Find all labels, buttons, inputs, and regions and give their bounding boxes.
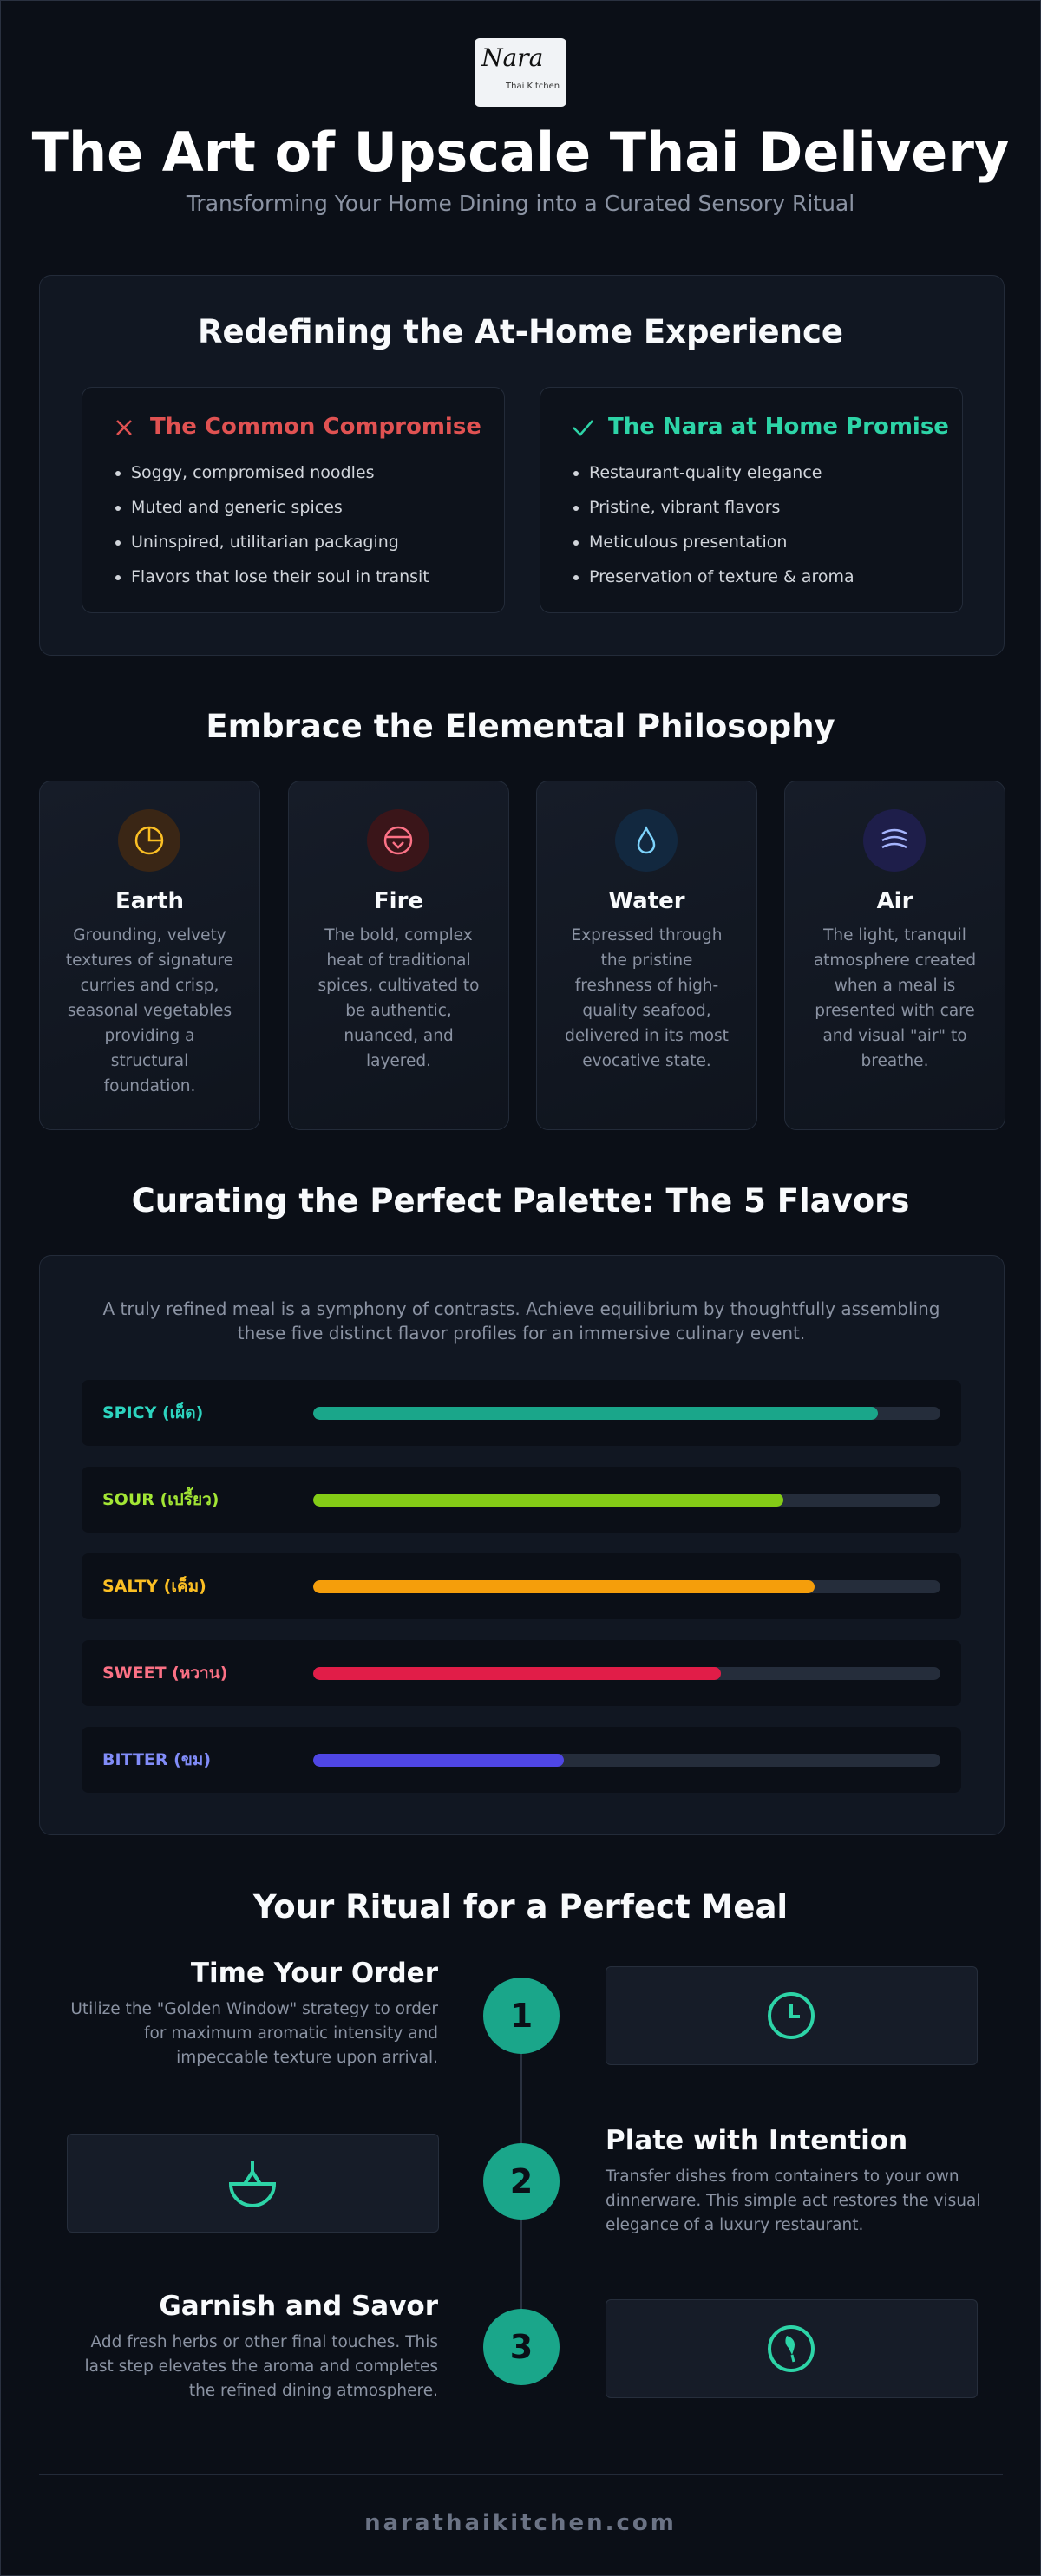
element-name: Fire (373, 888, 424, 914)
step-number: 1 (483, 1978, 560, 2054)
card-title: The Common Compromise (150, 414, 481, 440)
flavor-label: SWEET (หวาน) (102, 1664, 228, 1683)
flavor-bar (313, 1667, 721, 1680)
footer: narathaikitchen.com (364, 2510, 677, 2536)
list: Restaurant-quality elegance Pristine, vi… (561, 455, 854, 594)
section-title: Curating the Perfect Palette: The 5 Flav… (131, 1182, 910, 1219)
logo: Nara Thai Kitchen (475, 38, 566, 107)
flavor-row: SALTY (เค็ม) (82, 1553, 961, 1619)
compromise-card: The Common Compromise Soggy, compromised… (82, 387, 505, 613)
element-name: Earth (115, 888, 185, 914)
element-text: The bold, complex heat of traditional sp… (318, 926, 480, 1070)
flavor-track (313, 1580, 940, 1593)
subtitle: Transforming Your Home Dining into a Cur… (186, 191, 855, 216)
step-title: Time Your Order (190, 1958, 438, 1989)
list-item: Soggy, compromised noodles (131, 455, 429, 490)
flavor-track (313, 1494, 940, 1507)
step-text: Add fresh herbs or other final touches. … (84, 2333, 438, 2400)
element-card: Air The light, tranquil atmosphere creat… (784, 781, 1005, 1130)
list-item: Preservation of texture & aroma (589, 559, 854, 594)
promise-card: The Nara at Home Promise Restaurant-qual… (540, 387, 963, 613)
list: Soggy, compromised noodles Muted and gen… (103, 455, 429, 594)
flavor-label: SALTY (เค็ม) (102, 1577, 206, 1596)
flavor-track (313, 1407, 940, 1420)
flavor-bar (313, 1580, 815, 1593)
flavor-bar (313, 1494, 784, 1507)
divider (39, 2474, 1003, 2475)
logo-script: Nara (481, 43, 544, 72)
flavor-bar (313, 1754, 565, 1767)
title: The Art of Upscale Thai Delivery (31, 121, 1010, 184)
list-item: Muted and generic spices (131, 490, 429, 525)
element-text: Expressed through the pristine freshness… (565, 926, 729, 1070)
flavor-intro: A truly refined meal is a symphony of co… (102, 1298, 940, 1344)
flavor-row: SWEET (หวาน) (82, 1640, 961, 1706)
check-icon (573, 420, 593, 436)
flavor-row: BITTER (ขม) (82, 1727, 961, 1793)
x-icon (116, 420, 132, 435)
step-icon-box (67, 2134, 439, 2233)
list-item: Flavors that lose their soul in transit (131, 559, 429, 594)
element-text: Grounding, velvety textures of signature… (65, 926, 234, 1095)
flavor-track (313, 1754, 940, 1767)
icon (367, 809, 429, 872)
flavor-label: SPICY (เผ็ด) (102, 1403, 204, 1422)
section-title: Redefining the At-Home Experience (197, 313, 844, 350)
element-name: Water (608, 888, 685, 914)
flavor-bar (313, 1407, 878, 1420)
flavor-label: BITTER (ขม) (102, 1750, 212, 1769)
icon (118, 809, 180, 872)
clock-icon (768, 1992, 815, 2039)
element-card: Earth Grounding, velvety textures of sig… (39, 781, 260, 1130)
icon (615, 809, 678, 872)
logo-subtitle: Thai Kitchen (506, 82, 560, 91)
step-icon-box (606, 2299, 978, 2398)
flavor-label: SOUR (เปรี้ยว) (102, 1490, 219, 1509)
step-title: Garnish and Savor (159, 2291, 438, 2322)
section-title: Your Ritual for a Perfect Meal (252, 1888, 789, 1925)
card-title: The Nara at Home Promise (608, 414, 949, 440)
list-item: Restaurant-quality elegance (589, 455, 854, 490)
icon (863, 809, 926, 872)
step-number: 2 (483, 2143, 560, 2220)
element-name: Air (876, 888, 913, 914)
bowl-icon (228, 2161, 277, 2207)
flavor-row: SPICY (เผ็ด) (82, 1380, 961, 1446)
step-title: Plate with Intention (606, 2125, 908, 2156)
step-number: 3 (483, 2309, 560, 2385)
list-item: Uninspired, utilitarian packaging (131, 525, 429, 559)
flavor-row: SOUR (เปรี้ยว) (82, 1467, 961, 1533)
list-item: Pristine, vibrant flavors (589, 490, 854, 525)
section-title: Embrace the Elemental Philosophy (206, 708, 835, 745)
step-icon-box (606, 1966, 978, 2065)
herb-icon (768, 2325, 815, 2372)
element-text: The light, tranquil atmosphere created w… (813, 926, 977, 1070)
list-item: Meticulous presentation (589, 525, 854, 559)
element-card: Water Expressed through the pristine fre… (536, 781, 757, 1130)
step-text: Utilize the "Golden Window" strategy to … (70, 2000, 438, 2067)
element-card: Fire The bold, complex heat of tradition… (288, 781, 509, 1130)
step-text: Transfer dishes from containers to your … (606, 2167, 981, 2234)
flavor-track (313, 1667, 940, 1680)
